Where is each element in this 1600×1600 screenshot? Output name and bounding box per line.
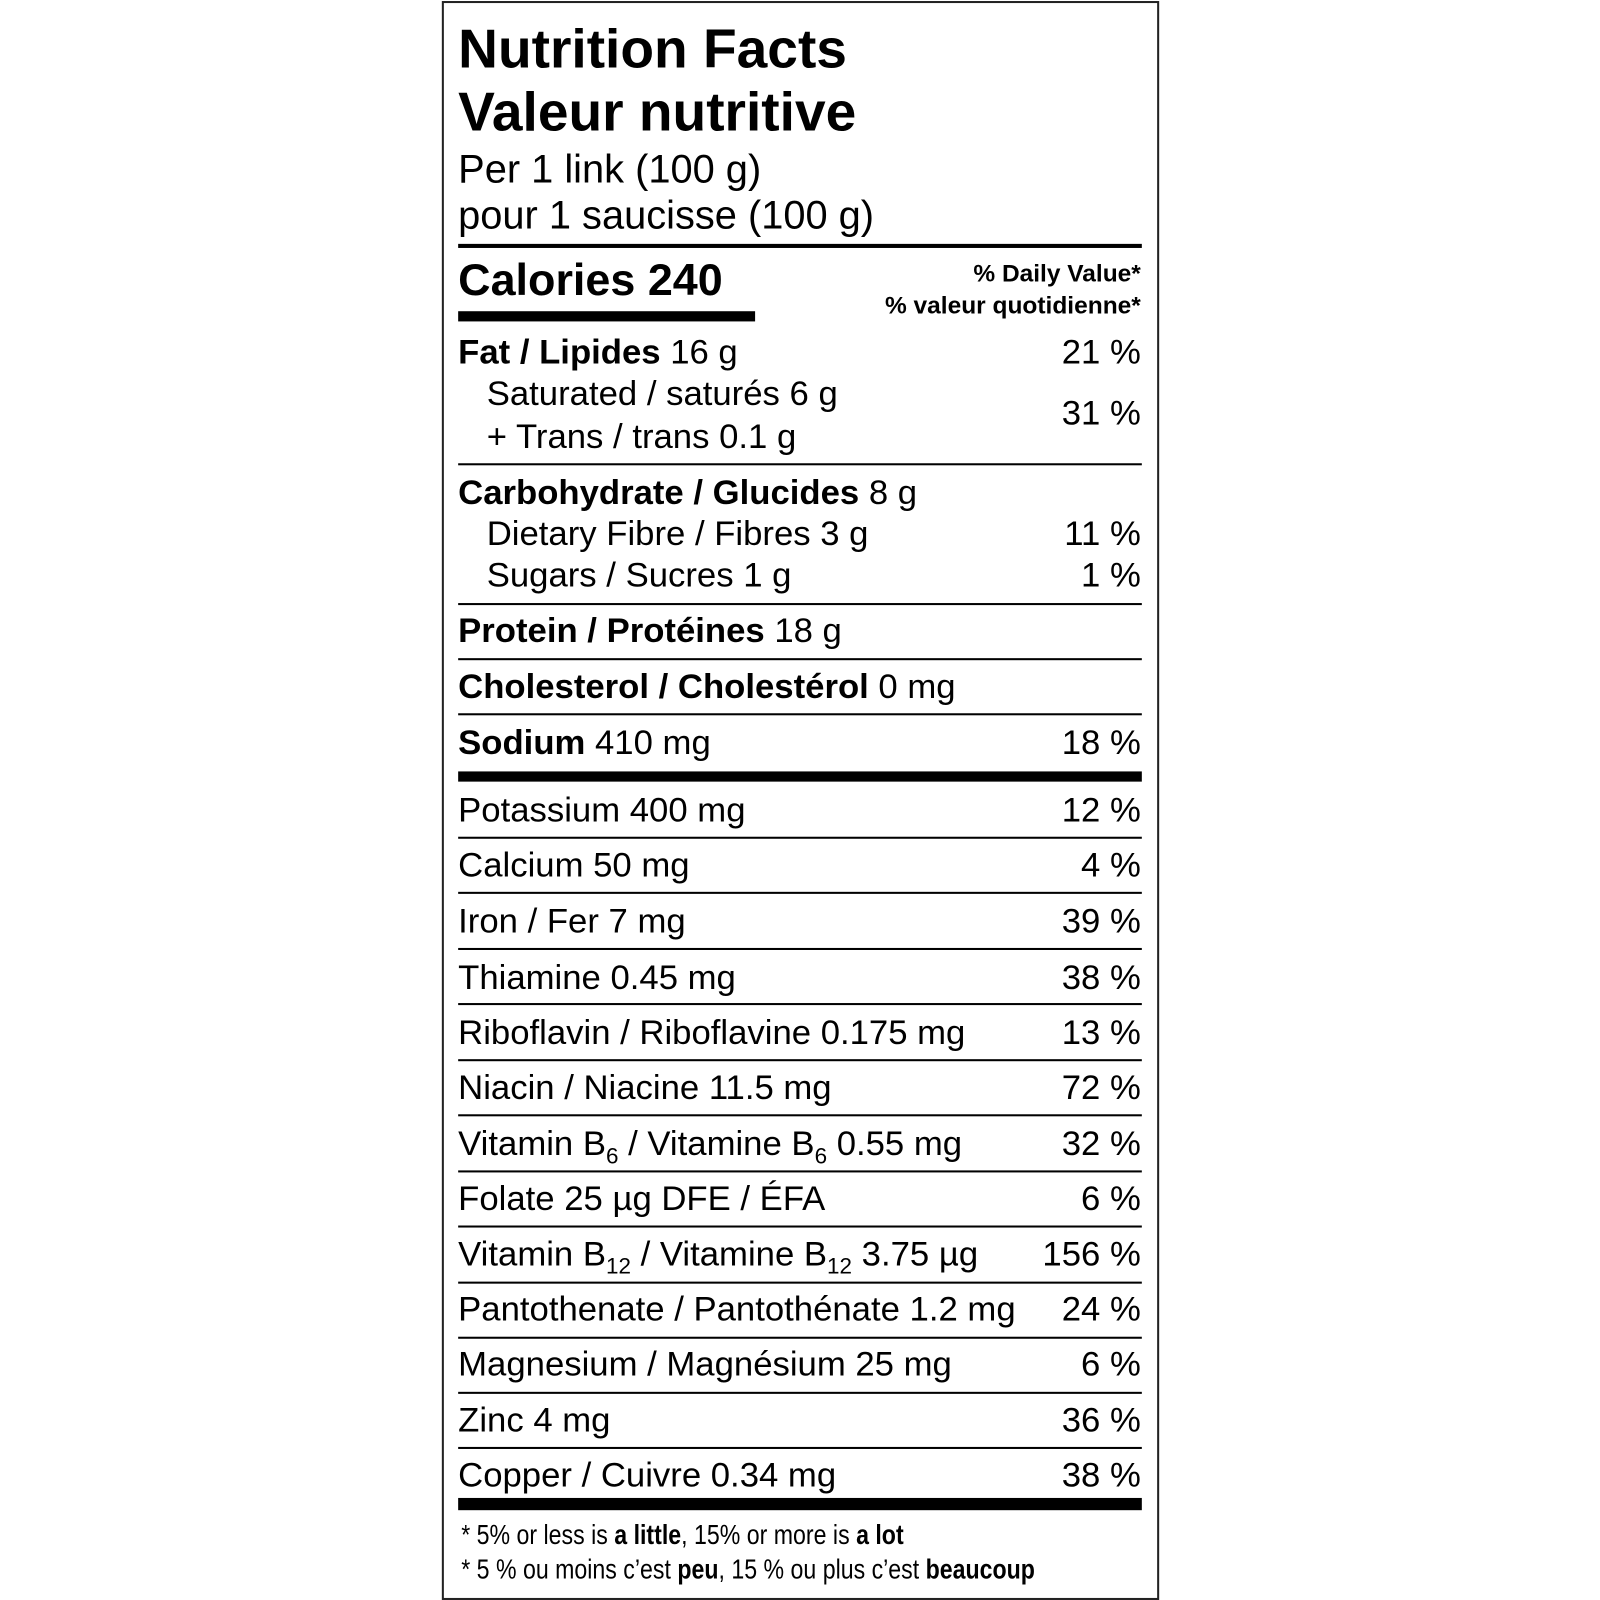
nutrient-dv: 36 % (1061, 1401, 1141, 1440)
footnote-fr: * 5 % ou moins c’est peu, 15 % ou plus c… (461, 1554, 1035, 1585)
divider (458, 1391, 1142, 1394)
divider (458, 243, 1142, 248)
nutrient-dv: 12 % (1061, 790, 1141, 830)
divider (458, 1225, 1142, 1228)
label-part: 3.75 µg (852, 1234, 979, 1274)
nutrient-row: Pantothenate / Pantothénate 1.2 mg (458, 1289, 1016, 1329)
calories: Calories 240 (458, 255, 723, 306)
divider (458, 1446, 1142, 1449)
fibre-row: Dietary Fibre / Fibres 3 g (486, 514, 869, 554)
title-en: Nutrition Facts (458, 18, 847, 80)
sugars-row: Sugars / Sucres 1 g (486, 556, 792, 595)
nutrient-row: Copper / Cuivre 0.34 mg (458, 1456, 837, 1495)
divider (458, 891, 1142, 894)
nutrient-row: Magnesium / Magnésium 25 mg (458, 1344, 952, 1384)
daily-value-header-fr: % valeur quotidienne* (884, 291, 1141, 320)
nutrient-row: Thiamine 0.45 mg (458, 958, 736, 997)
sodium-row: Sodium 410 mg (458, 723, 711, 763)
nutrient-row: Iron / Fer 7 mg (458, 902, 686, 941)
title-fr: Valeur nutritive (458, 81, 857, 143)
nutrient-row: Riboflavin / Riboflavine 0.175 mg (458, 1013, 966, 1053)
divider (458, 603, 1142, 606)
sugars-dv: 1 % (1081, 556, 1141, 595)
label-part: / Vitamine B (618, 1124, 815, 1164)
label-part: 0.55 mg (827, 1124, 963, 1164)
nutrient-dv: 6 % (1081, 1344, 1141, 1384)
sodium-dv: 18 % (1061, 723, 1141, 763)
trans-row: + Trans / trans 0.1 g (486, 417, 797, 457)
divider (458, 463, 1142, 466)
serving-size-en: Per 1 link (100 g) (458, 147, 762, 192)
protein-row: Protein / Protéines 18 g (458, 611, 842, 650)
subscript: 12 (606, 1253, 631, 1279)
thick-divider (458, 771, 1142, 782)
divider (458, 713, 1142, 716)
divider (458, 658, 1142, 661)
nutrient-row: Potassium 400 mg (458, 790, 746, 830)
nutrient-dv: 156 % (1042, 1234, 1141, 1274)
nutrient-row: Calcium 50 mg (458, 845, 690, 885)
fat-row: Fat / Lipides 16 g (458, 332, 738, 372)
nutrient-dv: 38 % (1061, 1456, 1141, 1495)
label-part: / Vitamine B (630, 1234, 828, 1274)
nutrient-dv: 6 % (1081, 1179, 1141, 1219)
divider (458, 947, 1142, 950)
daily-value-header-en: % Daily Value* (973, 260, 1141, 288)
divider (458, 1170, 1142, 1173)
nutrient-dv: 32 % (1061, 1124, 1141, 1164)
divider (458, 836, 1142, 839)
nutrient-row: Vitamin B6 / Vitamine B6 0.55 mg (458, 1124, 963, 1167)
divider (458, 1281, 1142, 1284)
nutrient-dv: 4 % (1081, 845, 1141, 885)
label-part: Vitamin B (458, 1234, 607, 1274)
label-part: Vitamin B (458, 1124, 607, 1164)
nutrient-row: Vitamin B12 / Vitamine B12 3.75 µg (458, 1234, 979, 1277)
divider (458, 1003, 1142, 1006)
nutrient-dv: 72 % (1061, 1068, 1141, 1108)
footnote-en: * 5% or less is a little, 15% or more is… (461, 1519, 904, 1550)
nutrient-row: Niacin / Niacine 11.5 mg (458, 1068, 832, 1108)
nutrient-dv: 39 % (1061, 902, 1141, 941)
cholesterol-row: Cholesterol / Cholestérol 0 mg (458, 667, 956, 707)
subscript: 6 (606, 1142, 619, 1169)
serving-size-fr: pour 1 saucisse (100 g) (458, 193, 875, 238)
label-border (441, 1, 1160, 1600)
subscript: 6 (814, 1142, 828, 1169)
divider (458, 1114, 1142, 1117)
divider (458, 1059, 1142, 1062)
carbohydrate-row: Carbohydrate / Glucides 8 g (458, 473, 918, 513)
nutrient-dv: 38 % (1061, 958, 1141, 997)
calories-bar (458, 311, 756, 322)
sat-trans-dv: 31 % (1061, 393, 1141, 433)
fibre-dv: 11 % (1064, 514, 1141, 554)
fat-dv: 21 % (1061, 332, 1141, 372)
nutrient-dv: 24 % (1061, 1289, 1141, 1329)
nutrient-dv: 13 % (1061, 1013, 1141, 1053)
divider (458, 1336, 1142, 1339)
subscript: 12 (827, 1253, 853, 1279)
nutrient-row: Folate 25 µg DFE / ÉFA (458, 1179, 826, 1219)
saturated-row: Saturated / saturés 6 g (486, 374, 838, 414)
nutrient-row: Zinc 4 mg (458, 1401, 611, 1440)
thick-divider (458, 1497, 1142, 1511)
